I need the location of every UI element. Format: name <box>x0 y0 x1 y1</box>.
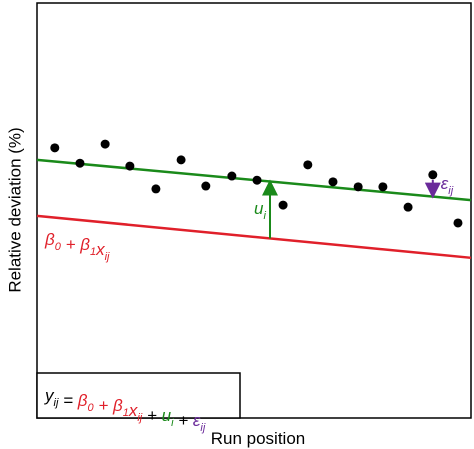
text-part: + <box>61 235 80 254</box>
data-point <box>403 202 413 212</box>
text-part: + <box>142 406 161 425</box>
data-point <box>50 143 60 153</box>
text-part: y <box>44 386 55 405</box>
text-part: ε <box>193 411 201 430</box>
text-part: + <box>174 411 193 430</box>
text-part: + <box>94 396 113 415</box>
subscript: i <box>263 210 266 222</box>
fixed-effect-label: β0 + β1xij <box>44 230 110 263</box>
y-axis-label: Relative deviation (%) <box>5 127 24 292</box>
fixed-line <box>36 214 472 260</box>
subscript: ij <box>448 185 453 197</box>
text-part: u <box>254 199 264 218</box>
subscript: 0 <box>55 241 62 253</box>
text-part: x <box>95 240 105 259</box>
subscript: 0 <box>87 402 94 414</box>
subscript: 1 <box>90 246 96 258</box>
data-point <box>428 170 438 180</box>
text-part: x <box>128 401 138 420</box>
text-part: β <box>44 230 55 249</box>
model-equation: yij = β0 + β1xij + ui + εij <box>44 386 206 434</box>
residual-label: εij <box>441 174 454 197</box>
subscript: ij <box>54 397 59 409</box>
plot-frame <box>36 2 472 419</box>
subscript: i <box>171 417 174 429</box>
text-part: ε <box>441 174 449 193</box>
subscript: 1 <box>123 407 129 419</box>
data-point <box>176 155 186 165</box>
data-point <box>125 161 135 171</box>
data-point <box>378 182 388 192</box>
x-axis-label: Run position <box>211 429 306 448</box>
data-point <box>453 218 463 228</box>
equation-box <box>36 372 241 419</box>
data-point <box>353 182 363 192</box>
data-point <box>227 171 237 181</box>
data-point <box>303 160 313 170</box>
data-point <box>278 200 288 210</box>
data-point <box>151 184 161 194</box>
random-effect-label: ui <box>254 199 266 222</box>
data-point <box>328 177 338 187</box>
text-part: = <box>58 391 77 410</box>
data-point <box>100 139 110 149</box>
subscript: ij <box>105 251 110 263</box>
subscript: ij <box>137 412 142 424</box>
text-part: β <box>112 396 123 415</box>
subscript: ij <box>200 422 205 434</box>
data-point <box>201 181 211 191</box>
text-part: β <box>77 391 88 410</box>
data-point <box>252 175 262 185</box>
data-point <box>75 158 85 168</box>
text-part: u <box>162 406 172 425</box>
text-part: β <box>79 235 90 254</box>
